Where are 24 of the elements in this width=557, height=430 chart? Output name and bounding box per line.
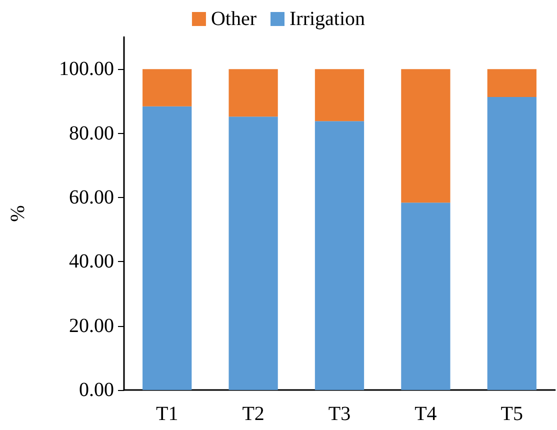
x-tick-label: T4 (414, 403, 437, 425)
bar (228, 116, 278, 390)
bar (401, 69, 450, 203)
bar (314, 121, 364, 390)
bar (487, 97, 536, 390)
y-tick-label: 20.00 (69, 314, 114, 337)
y-tick-label: 40.00 (69, 250, 114, 273)
bar (314, 69, 364, 122)
x-tick-label: T5 (500, 403, 524, 425)
x-tick-label: T1 (156, 403, 178, 425)
y-tick-label: 0.00 (79, 379, 114, 401)
y-tick-label: 60.00 (69, 186, 114, 208)
legend-label: Other (210, 8, 257, 30)
bar (401, 202, 450, 390)
bar (487, 69, 536, 98)
y-tick-label: 100.00 (59, 58, 114, 80)
bar (228, 69, 278, 117)
x-tick-label: T2 (242, 403, 264, 425)
y-tick-label: 80.00 (69, 122, 114, 144)
bar (142, 106, 192, 390)
x-tick-label: T3 (328, 403, 351, 425)
legend-label: Irrigation (290, 8, 366, 30)
bar (142, 69, 192, 106)
y-axis-title: % (7, 205, 29, 222)
